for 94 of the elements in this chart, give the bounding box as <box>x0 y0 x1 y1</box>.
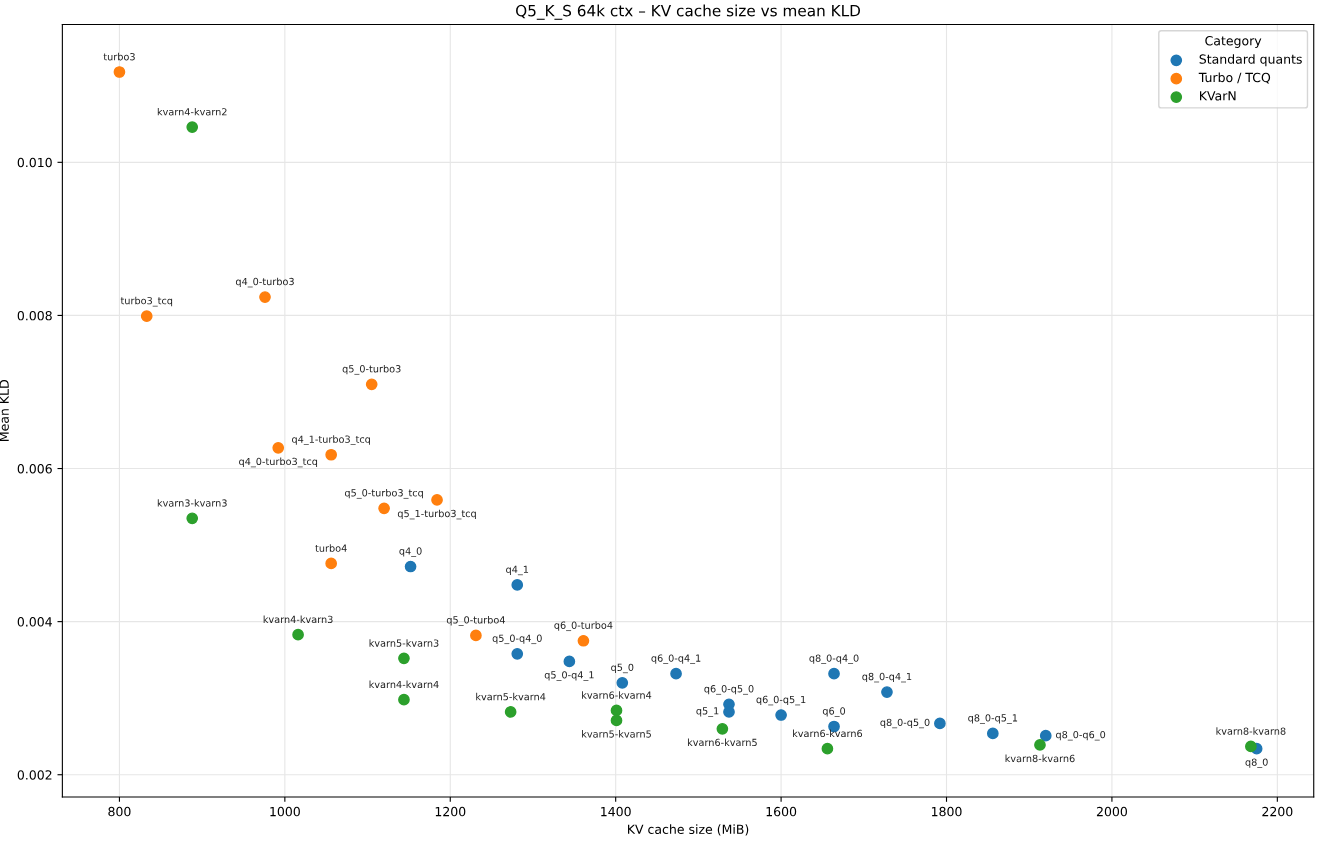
point <box>325 557 338 570</box>
x-tick-label: 2200 <box>1262 806 1293 817</box>
annotation: q4_0-turbo3_tcq <box>239 457 318 468</box>
y-tick-label: 0.002 <box>17 770 52 780</box>
x-tick-label: 800 <box>108 806 131 817</box>
x-tick-label: 2000 <box>1096 806 1127 817</box>
annotation: kvarn8-kvarn6 <box>1005 754 1075 763</box>
annotation: kvarn4-kvarn4 <box>369 680 439 689</box>
point <box>577 634 590 647</box>
annotation: kvarn6-kvarn6 <box>793 729 863 738</box>
point <box>431 494 443 506</box>
point <box>325 448 338 461</box>
annotation: kvarn4-kvarn3 <box>263 615 333 624</box>
x-tick-label: 1800 <box>931 806 962 817</box>
point <box>365 378 378 391</box>
y-tick-label: 0.006 <box>17 464 52 474</box>
annotation: q8_0-q5_0 <box>880 718 930 729</box>
annotation: q4_1-turbo3_tcq <box>292 435 370 446</box>
point <box>259 291 271 303</box>
annotation: q8_0-q5_1 <box>968 714 1018 724</box>
point <box>404 560 417 573</box>
annotation: kvarn4-kvarn2 <box>157 107 227 116</box>
point <box>563 655 576 668</box>
annotation: q8_0-q4_1 <box>862 672 912 683</box>
point <box>1245 740 1257 753</box>
annotation: q5_0-turbo3 <box>342 364 401 375</box>
annotation: kvarn3-kvarn3 <box>157 499 227 507</box>
y-tick-label: 0.010 <box>17 157 52 168</box>
point <box>670 667 682 680</box>
annotation: q4_0 <box>399 547 422 557</box>
annotation: q5_1-turbo3_tcq <box>397 509 476 520</box>
y-tick-label: 0.008 <box>17 310 52 321</box>
point <box>828 667 840 680</box>
point <box>272 442 285 454</box>
y-axis-title: Mean KLD <box>0 380 9 441</box>
annotation: q5_0-turbo4 <box>446 616 505 626</box>
legend-label: Turbo / TCQ <box>1198 72 1271 84</box>
point <box>186 512 199 525</box>
x-tick-label: 1600 <box>766 806 797 817</box>
point <box>616 677 629 689</box>
y-tick-label: 0.004 <box>17 617 52 627</box>
annotation: q5_0-turbo3_tcq <box>344 488 423 499</box>
x-axis-title: KV cache size (MiB) <box>628 824 749 836</box>
point <box>398 652 410 665</box>
annotation: q5_1 <box>696 707 719 717</box>
annotation: turbo3_tcq <box>120 296 173 307</box>
chart-title: Q5_K_S 64k ctx – KV cache size vs mean KLD <box>516 4 861 20</box>
point <box>986 727 999 740</box>
annotation: q4_0-turbo3 <box>235 277 294 288</box>
annotation: q5_0-q4_1 <box>544 671 594 681</box>
annotation: q6_0-q4_1 <box>651 654 701 664</box>
x-tick-label: 1400 <box>601 806 631 817</box>
annotation: q8_0-q6_0 <box>1056 730 1106 741</box>
point <box>292 628 304 641</box>
legend-label: KVarN <box>1200 91 1236 101</box>
annotation: q6_0 <box>822 707 846 717</box>
point <box>140 310 153 323</box>
annotation: q6_0-q5_1 <box>756 695 806 706</box>
annotation: kvarn8-kvarn8 <box>1216 727 1286 735</box>
point <box>934 717 946 730</box>
point <box>511 579 524 591</box>
point <box>186 121 199 133</box>
annotation: turbo3 <box>103 52 135 61</box>
x-tick-label: 1000 <box>270 806 300 817</box>
point <box>470 629 482 642</box>
annotation: q4_1 <box>506 565 529 576</box>
annotation: q5_0-q4_0 <box>492 634 542 645</box>
point <box>504 706 517 718</box>
annotation: kvarn5-kvarn3 <box>369 639 439 647</box>
point <box>716 722 729 735</box>
legend-title: Category <box>1205 36 1262 48</box>
annotation: kvarn5-kvarn5 <box>582 730 651 738</box>
annotation: kvarn6-kvarn4 <box>582 691 652 699</box>
point <box>881 686 893 698</box>
point <box>378 502 390 515</box>
point <box>775 709 787 721</box>
annotation: q6_0-turbo4 <box>554 621 613 632</box>
point <box>113 66 126 78</box>
annotation: q6_0-q5_0 <box>704 685 754 695</box>
annotation: q5_0 <box>611 663 634 674</box>
legend-label: Standard quants <box>1199 54 1302 67</box>
point <box>610 704 623 717</box>
point <box>398 693 410 706</box>
annotation: kvarn5-kvarn4 <box>476 692 546 701</box>
x-tick-label: 1200 <box>435 806 466 817</box>
annotation: q8_0-q4_0 <box>809 654 859 664</box>
annotation: q8_0 <box>1245 758 1268 768</box>
point <box>511 647 524 660</box>
point <box>1039 729 1052 742</box>
annotation: turbo4 <box>315 544 347 552</box>
annotation: kvarn6-kvarn5 <box>687 738 757 747</box>
point <box>1034 739 1046 751</box>
point <box>610 714 623 727</box>
point <box>821 742 834 755</box>
